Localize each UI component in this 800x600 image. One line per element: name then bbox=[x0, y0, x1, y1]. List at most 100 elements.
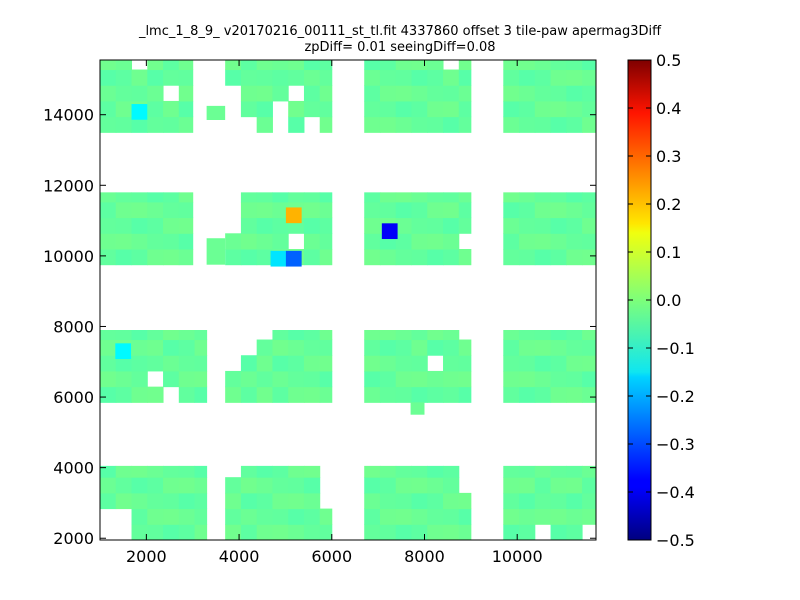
heatmap-cell bbox=[582, 116, 597, 133]
heatmap-cell bbox=[115, 249, 133, 266]
heatmap-cell bbox=[519, 492, 536, 510]
heatmap-cell bbox=[395, 386, 413, 403]
heatmap-cell bbox=[550, 100, 567, 118]
heatmap-cell bbox=[272, 330, 289, 341]
heatmap-cell bbox=[395, 100, 413, 118]
heatmap-cell bbox=[443, 477, 460, 494]
heatmap-cell bbox=[582, 370, 597, 388]
heatmap-cell bbox=[582, 85, 597, 102]
heatmap-cell bbox=[379, 508, 397, 525]
heatmap-cell bbox=[303, 524, 321, 541]
heatmap-cell bbox=[272, 217, 289, 234]
heatmap-cell bbox=[240, 370, 258, 388]
colorbar-tick-label: −0.3 bbox=[656, 435, 695, 454]
heatmap-cell bbox=[240, 492, 258, 510]
heatmap-outlier-cell bbox=[285, 250, 302, 267]
heatmap-cell bbox=[364, 386, 381, 403]
heatmap-cell bbox=[100, 69, 117, 86]
heatmap-outlier-cell bbox=[381, 223, 398, 240]
heatmap-cell bbox=[427, 492, 444, 510]
heatmap-cell bbox=[206, 105, 226, 120]
y-tick-label: 2000 bbox=[53, 529, 94, 548]
heatmap-cell bbox=[288, 477, 305, 494]
heatmap-cell bbox=[206, 238, 226, 265]
heatmap-cell bbox=[458, 355, 472, 372]
heatmap-cell bbox=[163, 201, 180, 219]
heatmap-cell bbox=[319, 355, 333, 372]
heatmap-cell bbox=[272, 201, 289, 219]
heatmap-cell bbox=[256, 201, 273, 219]
heatmap-cell bbox=[458, 69, 472, 86]
heatmap-cell bbox=[115, 370, 133, 388]
heatmap-cell bbox=[178, 217, 194, 234]
heatmap-cell bbox=[194, 524, 208, 541]
heatmap-cell bbox=[519, 370, 536, 388]
colorbar-tick-label: −0.4 bbox=[656, 483, 695, 502]
heatmap-cell bbox=[443, 339, 460, 356]
heatmap-cell bbox=[115, 465, 133, 478]
heatmap-cell bbox=[303, 192, 321, 203]
heatmap-cell bbox=[131, 355, 148, 372]
x-tick-label: 10000 bbox=[492, 547, 543, 566]
heatmap-cell bbox=[364, 355, 381, 372]
colorbar-tick-label: 0.1 bbox=[656, 243, 681, 262]
heatmap-cell bbox=[131, 386, 148, 403]
heatmap-cell bbox=[550, 355, 567, 372]
heatmap-cell bbox=[319, 524, 333, 541]
heatmap-cell bbox=[458, 60, 472, 71]
heatmap-cell bbox=[503, 492, 520, 510]
heatmap-cell bbox=[534, 492, 552, 510]
heatmap-cell bbox=[443, 355, 460, 372]
heatmap-cell bbox=[566, 477, 583, 494]
heatmap-cell bbox=[379, 370, 397, 388]
heatmap-cell bbox=[582, 355, 597, 372]
heatmap-cell bbox=[411, 217, 428, 234]
heatmap-cell bbox=[288, 492, 305, 510]
heatmap-cell bbox=[582, 330, 597, 341]
heatmap-cell bbox=[147, 60, 164, 71]
heatmap-cell bbox=[163, 116, 180, 133]
heatmap-cell bbox=[411, 249, 428, 266]
heatmap-cell bbox=[115, 477, 133, 494]
heatmap-cell bbox=[319, 85, 333, 102]
heatmap-cell bbox=[319, 370, 333, 388]
heatmap-cell bbox=[147, 330, 164, 341]
heatmap-cell bbox=[503, 524, 520, 541]
heatmap-cell bbox=[427, 85, 444, 102]
heatmap-cell bbox=[225, 524, 242, 541]
heatmap-cell bbox=[364, 233, 381, 250]
heatmap-cell bbox=[256, 192, 273, 203]
heatmap-cell bbox=[131, 233, 148, 250]
heatmap-cell bbox=[178, 233, 194, 250]
heatmap-cell bbox=[458, 249, 472, 266]
heatmap-cell bbox=[395, 249, 413, 266]
heatmap-outlier-cell bbox=[270, 250, 287, 267]
heatmap-cell bbox=[115, 192, 133, 203]
heatmap-cell bbox=[178, 201, 194, 219]
heatmap-cell bbox=[194, 386, 208, 403]
heatmap-cell bbox=[178, 192, 194, 203]
heatmap-cell bbox=[303, 233, 321, 250]
heatmap-cell bbox=[566, 492, 583, 510]
heatmap-cell bbox=[256, 465, 273, 478]
heatmap-cell bbox=[163, 217, 180, 234]
heatmap-cell bbox=[163, 339, 180, 356]
heatmap-cell bbox=[319, 69, 333, 86]
heatmap-cell bbox=[458, 339, 472, 356]
heatmap-cell bbox=[364, 249, 381, 266]
heatmap-cell bbox=[582, 217, 597, 234]
heatmap-cell bbox=[288, 355, 305, 372]
heatmap-cell bbox=[163, 524, 180, 541]
heatmap-cell bbox=[115, 355, 133, 372]
heatmap-cell bbox=[395, 465, 413, 478]
y-tick-label: 14000 bbox=[43, 106, 94, 125]
heatmap-cell bbox=[100, 386, 117, 403]
heatmap-cell bbox=[240, 217, 258, 234]
heatmap-cell bbox=[411, 192, 428, 203]
heatmap-cell bbox=[147, 339, 164, 356]
heatmap-cell bbox=[225, 492, 242, 510]
heatmap-cell bbox=[566, 355, 583, 372]
heatmap-cell bbox=[458, 116, 472, 133]
heatmap-cell bbox=[100, 370, 117, 388]
heatmap-cell bbox=[272, 370, 289, 388]
